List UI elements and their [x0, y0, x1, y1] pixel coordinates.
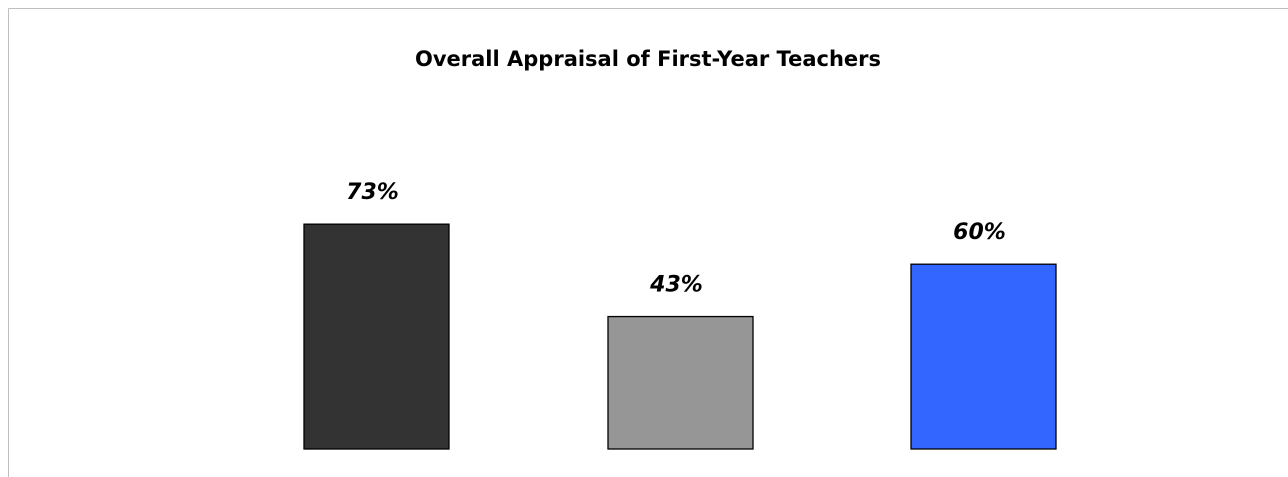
chart-title: Overall Appraisal of First-Year Teachers: [415, 47, 881, 71]
bar: [910, 263, 1057, 450]
value-label: 43%: [649, 273, 703, 298]
value-label: 60%: [953, 220, 1006, 245]
bar: [607, 315, 754, 450]
bar: [303, 223, 450, 450]
value-label: 73%: [346, 180, 399, 205]
